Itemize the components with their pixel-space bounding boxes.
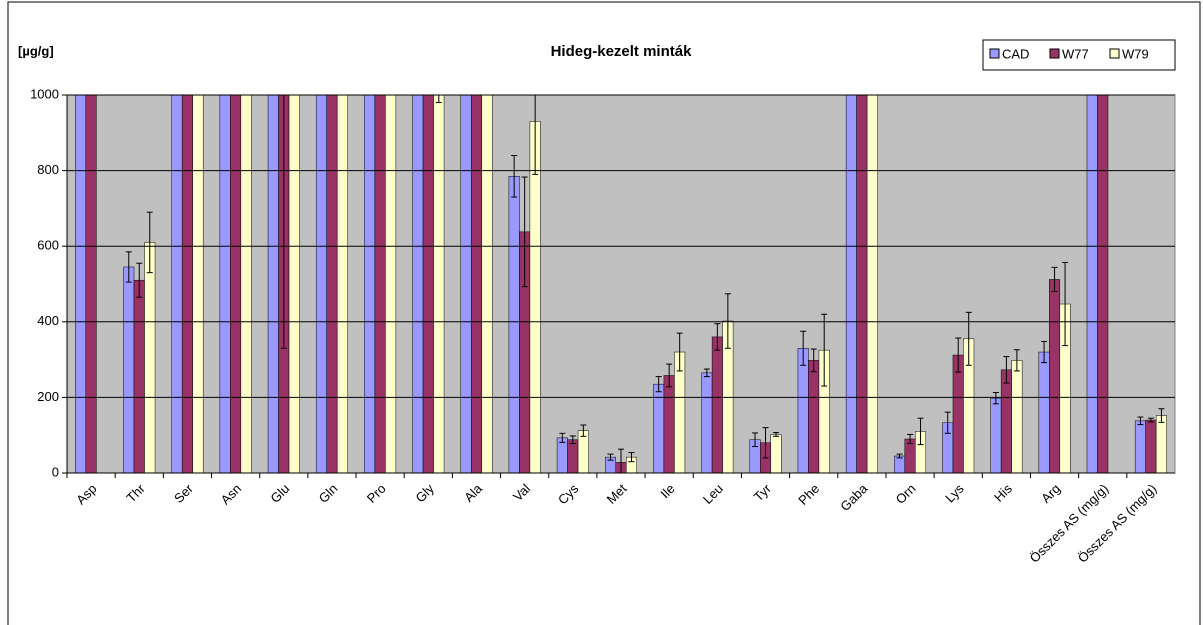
plot-area	[66, 94, 1176, 474]
bar	[240, 95, 252, 473]
bar	[144, 242, 156, 473]
bar	[577, 430, 589, 473]
bar	[508, 176, 520, 473]
bar	[481, 95, 493, 473]
bar	[123, 266, 135, 473]
y-axis-label: [µg/g]	[18, 43, 54, 58]
bar	[288, 95, 300, 473]
bar	[1134, 420, 1146, 473]
bar	[904, 438, 916, 473]
y-tick-label: 400	[37, 313, 59, 328]
legend-swatch	[989, 48, 1000, 59]
bars	[75, 95, 1167, 473]
legend-label: CAD	[1002, 46, 1029, 61]
bar	[1000, 369, 1012, 473]
legend-swatch	[1049, 48, 1060, 59]
chart-title: Hideg-kezelt minták	[551, 43, 693, 60]
bar	[556, 437, 568, 473]
bar	[192, 95, 204, 473]
bar	[433, 95, 445, 473]
bar	[1145, 419, 1157, 473]
bar	[336, 95, 348, 473]
bar	[952, 354, 964, 473]
legend-label: W77	[1062, 46, 1089, 61]
y-tick-label: 600	[37, 238, 59, 253]
y-tick-label: 800	[37, 162, 59, 177]
bar	[711, 336, 723, 473]
bar	[1155, 415, 1167, 473]
bar	[1011, 360, 1023, 473]
bar	[701, 372, 713, 473]
bar	[1049, 279, 1061, 473]
bar	[567, 439, 579, 473]
y-tick-label: 200	[37, 389, 59, 404]
bar	[808, 360, 820, 473]
bar	[85, 95, 97, 473]
legend-swatch	[1109, 48, 1120, 59]
bar	[770, 434, 782, 473]
y-tick-label: 1000	[30, 86, 59, 101]
bar	[797, 348, 809, 473]
legend	[982, 39, 1176, 71]
bar	[990, 397, 1002, 473]
legend-label: W79	[1122, 46, 1149, 61]
bar	[133, 279, 145, 473]
bar	[1097, 95, 1109, 473]
bar	[894, 455, 906, 473]
bar	[663, 375, 675, 473]
bar	[866, 95, 878, 473]
bar	[1038, 351, 1050, 473]
y-tick-label: 0	[52, 464, 59, 479]
bar	[385, 95, 397, 473]
